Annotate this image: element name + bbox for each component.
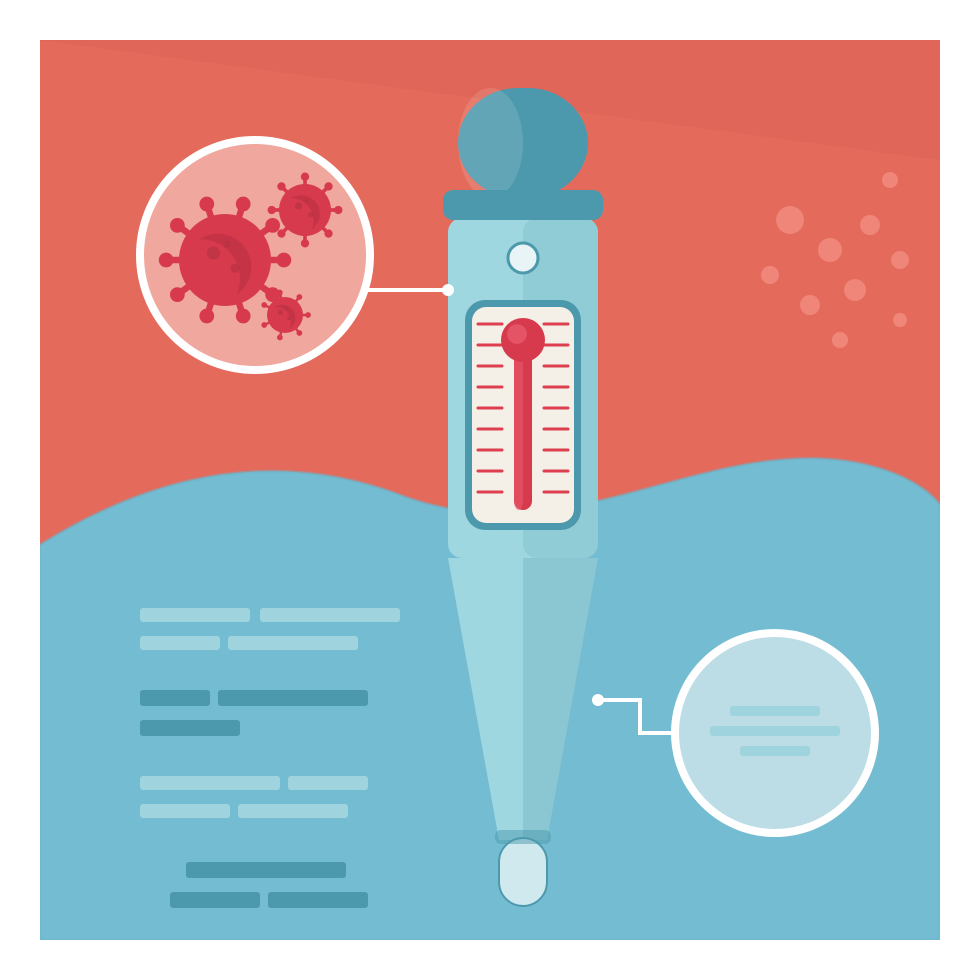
infographic-canvas — [0, 0, 980, 980]
infographic-svg — [0, 0, 980, 980]
